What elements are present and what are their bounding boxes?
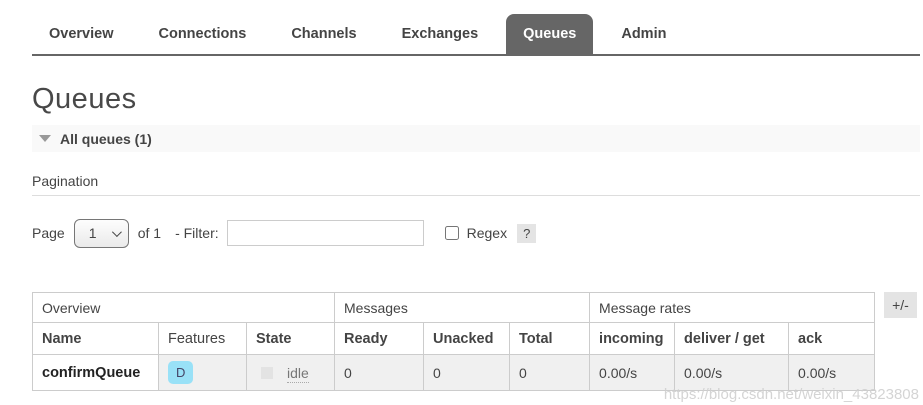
col-header-ack[interactable]: ack (788, 322, 876, 355)
incoming-rate: 0.00/s (589, 354, 676, 391)
col-header-features: Features (158, 322, 247, 355)
total-value: 0 (509, 354, 591, 391)
group-header-overview: Overview (31, 292, 336, 323)
queues-table-area: Overview Messages Message rates Name Fea… (31, 292, 920, 391)
all-queues-section-toggle[interactable]: All queues (1) (32, 125, 920, 152)
page-title: Queues (32, 83, 137, 115)
state-indicator-icon (261, 366, 273, 379)
queue-state-cell: idle (245, 354, 336, 391)
durable-feature-badge: D (168, 361, 194, 384)
tab-queues[interactable]: Queues (506, 14, 594, 54)
col-header-ready[interactable]: Ready (334, 322, 425, 355)
filter-input[interactable] (226, 220, 424, 246)
col-header-incoming[interactable]: incoming (589, 322, 676, 355)
filter-label: - Filter: (175, 225, 219, 241)
ready-value: 0 (334, 354, 425, 391)
page-label: Page (32, 225, 65, 241)
tab-connections[interactable]: Connections (158, 26, 247, 42)
col-header-state[interactable]: State (245, 322, 336, 355)
collapse-triangle-icon (39, 135, 51, 142)
pagination-heading: Pagination (32, 173, 920, 196)
page-select[interactable]: 1 (73, 218, 129, 248)
tab-exchanges[interactable]: Exchanges (401, 26, 479, 42)
group-header-message-rates: Message rates (589, 292, 876, 323)
page-select-value: 1 (88, 225, 97, 241)
toggle-columns-button[interactable]: +/- (884, 292, 917, 318)
regex-label: Regex (466, 225, 508, 241)
table-row: confirmQueue D idle 0 0 0 0.00/s 0.00/s … (32, 354, 876, 391)
chevron-down-icon (111, 226, 122, 237)
col-header-deliver-get[interactable]: deliver / get (674, 322, 790, 355)
tab-overview[interactable]: Overview (49, 26, 114, 42)
all-queues-label: All queues (1) (60, 130, 152, 147)
queues-table: Overview Messages Message rates Name Fea… (31, 292, 876, 391)
pagination-controls: Page 1 of 1 - Filter: Regex ? (32, 218, 920, 248)
col-header-name[interactable]: Name (32, 322, 159, 355)
state-label: idle (287, 364, 309, 383)
regex-checkbox[interactable] (444, 226, 459, 240)
col-header-unacked[interactable]: Unacked (423, 322, 511, 355)
tab-channels[interactable]: Channels (291, 26, 357, 42)
ack-rate: 0.00/s (788, 354, 876, 391)
queue-features-cell: D (158, 354, 247, 391)
col-header-total[interactable]: Total (509, 322, 591, 355)
tab-admin[interactable]: Admin (621, 26, 667, 42)
group-header-messages: Messages (334, 292, 591, 323)
unacked-value: 0 (423, 354, 511, 391)
of-pages-label: of 1 (137, 225, 162, 241)
deliver-get-rate: 0.00/s (674, 354, 790, 391)
regex-help-icon[interactable]: ? (517, 223, 537, 243)
top-nav: Overview Connections Channels Exchanges … (32, 14, 920, 56)
queue-name-link[interactable]: confirmQueue (32, 354, 159, 391)
